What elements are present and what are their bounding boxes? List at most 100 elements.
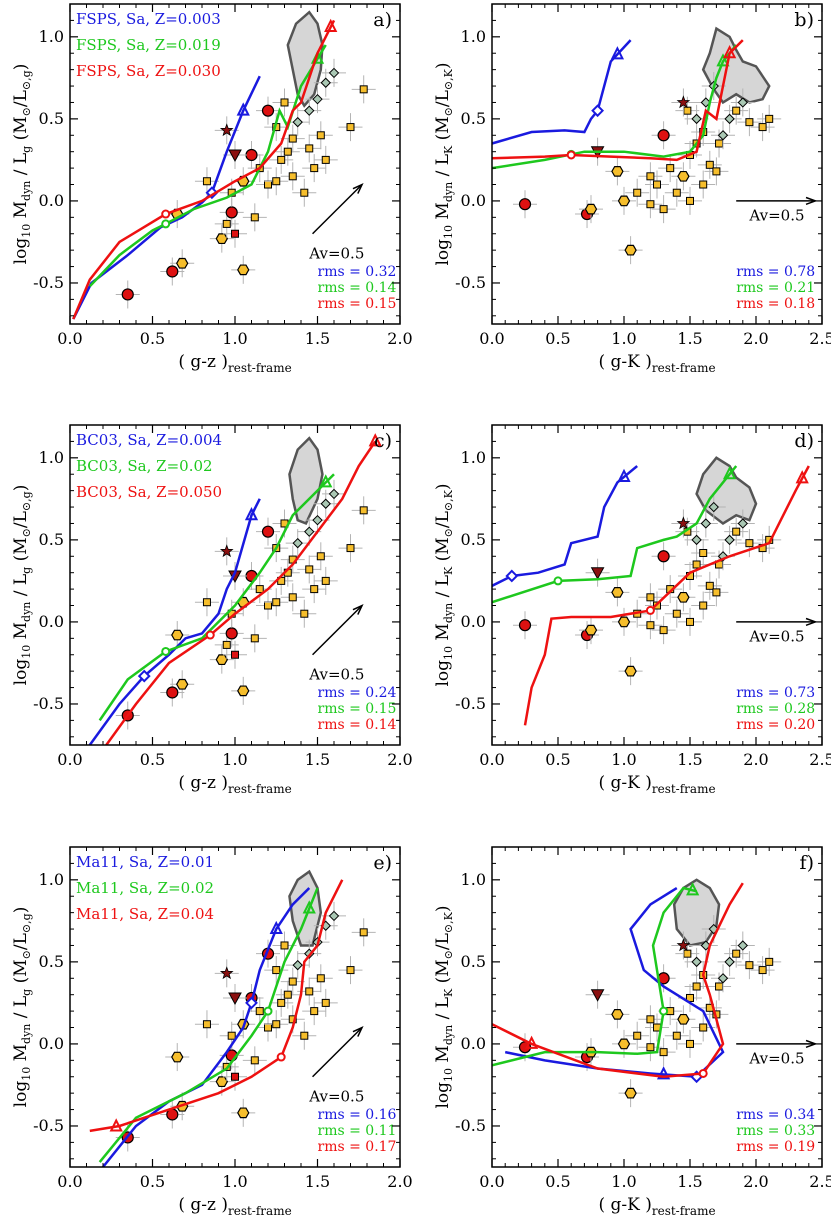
- y-tick-label: 0.5: [461, 109, 486, 128]
- y-axis-label-part: ): [11, 907, 31, 914]
- age-marker-green: [161, 646, 171, 656]
- x-axis-label-sub: rest-frame: [228, 782, 292, 796]
- y-axis-label-part: ⊙: [442, 107, 455, 116]
- galaxy-point-square: [765, 957, 774, 966]
- y-tick-label: 0.5: [461, 952, 486, 971]
- galaxy-point-diamond: [312, 514, 323, 526]
- galaxy-point-square: [758, 966, 767, 975]
- galaxy-point-square: [705, 160, 714, 169]
- galaxy-point-square: [321, 998, 330, 1007]
- x-axis-label: ( g-K )rest-frame: [598, 352, 715, 375]
- galaxy-point-square: [346, 966, 355, 975]
- y-axis-label-part: ): [11, 64, 31, 71]
- x-tick-label: 2.0: [387, 329, 412, 348]
- galaxy-point-star: [676, 95, 691, 109]
- galaxy-point-square: [305, 987, 314, 996]
- y-axis-label-part: M: [11, 622, 31, 645]
- galaxy-point-square: [222, 219, 231, 228]
- galaxy-point-square: [280, 98, 289, 107]
- x-axis-label-sub: rest-frame: [228, 361, 292, 375]
- galaxy-point-square: [699, 180, 708, 189]
- y-axis-label-part: ⊙,g: [20, 491, 33, 511]
- legend-entry: BC03, Sa, Z=0.02: [76, 457, 213, 475]
- y-axis-label-part: (M: [433, 959, 453, 988]
- plot-area: [492, 878, 782, 1108]
- model-track-green: [98, 887, 319, 1163]
- y-axis-label-part: 10: [20, 224, 33, 238]
- galaxy-point-diamond: [320, 498, 331, 509]
- plot-area: [89, 869, 376, 1167]
- age-marker-red: [566, 150, 576, 160]
- model-track-blue: [492, 465, 638, 587]
- galaxy-point-hexagon: [237, 264, 250, 276]
- model-track-red: [89, 879, 344, 1133]
- galaxy-point-hexagon: [215, 654, 228, 666]
- y-axis-label-part: / L: [433, 997, 453, 1025]
- y-axis-label-part: ⊙,K: [442, 489, 455, 511]
- galaxy-point-circle: [225, 627, 238, 640]
- galaxy-point-square: [202, 1020, 211, 1029]
- galaxy-point-hexagon: [617, 195, 631, 207]
- rms-value: rms = 0.78: [736, 264, 815, 280]
- y-tick-label: 0.5: [39, 109, 64, 128]
- galaxy-point-diamond: [700, 518, 712, 529]
- panel-label: a): [373, 9, 392, 31]
- x-axis-label: ( g-z )rest-frame: [178, 773, 291, 796]
- x-tick-label: 0.0: [479, 1172, 504, 1191]
- galaxy-point-square: [732, 106, 741, 115]
- model-track-red: [523, 465, 810, 726]
- y-tick-label: 0.0: [39, 1034, 64, 1053]
- galaxy-point-square: [699, 1023, 708, 1032]
- galaxy-point-square: [765, 114, 774, 123]
- y-axis-label-part: ⊙: [20, 528, 33, 537]
- galaxy-point-triangle: [228, 992, 242, 1006]
- galaxy-point-square: [346, 123, 355, 132]
- y-axis-label-part: / L: [433, 575, 453, 603]
- panel-label: b): [794, 9, 814, 31]
- galaxy-point-square: [272, 177, 281, 186]
- x-tick-label: 0.5: [140, 329, 165, 348]
- y-axis-label-part: / L: [11, 996, 31, 1024]
- y-axis-label-part: 10: [442, 646, 455, 660]
- x-tick-label: 0.5: [545, 329, 570, 348]
- galaxy-point-hexagon: [617, 616, 631, 628]
- galaxy-point-diamond: [724, 113, 735, 125]
- galaxy-point-hexagon: [611, 1009, 624, 1020]
- y-axis-label-part: M: [433, 1045, 453, 1068]
- galaxy-point-circle: [166, 265, 179, 278]
- galaxy-point-square: [202, 598, 211, 607]
- galaxy-point-hexagon: [611, 587, 624, 598]
- rms-value: rms = 0.15: [318, 296, 397, 312]
- galaxy-point-hexagon: [171, 1051, 184, 1063]
- y-tick-label: 1.0: [461, 27, 486, 46]
- y-axis-label-part: (M: [433, 537, 453, 566]
- galaxy-point-diamond: [737, 940, 749, 951]
- extinction-vector: [312, 183, 363, 235]
- y-axis-label-part: ⊙: [20, 950, 33, 959]
- galaxy-point-triangle: [590, 989, 605, 1002]
- age-arrow-red: [324, 18, 338, 32]
- y-axis-label-part: /L: [11, 90, 31, 107]
- galaxy-point-hexagon: [611, 166, 624, 177]
- y-tick-label: -0.5: [455, 1116, 486, 1135]
- x-axis-label-sub: rest-frame: [652, 361, 716, 375]
- galaxy-point-square: [305, 144, 314, 153]
- model-track-green: [492, 465, 738, 604]
- galaxy-point-square: [227, 1031, 236, 1040]
- x-tick-label: 1.0: [611, 750, 636, 769]
- galaxy-region: [288, 869, 323, 947]
- age-arrow-red: [795, 470, 809, 484]
- x-tick-label: 2.5: [809, 1172, 831, 1191]
- galaxy-point-diamond: [292, 537, 303, 549]
- model-track-green: [98, 473, 335, 722]
- galaxy-point-square: [715, 982, 724, 991]
- age-arrow-green: [302, 900, 316, 914]
- y-axis-label-part: g: [20, 567, 33, 574]
- legend-entry: Ma11, Sa, Z=0.02: [76, 879, 214, 897]
- galaxy-point-square: [659, 1048, 668, 1057]
- y-tick-label: 0.0: [461, 191, 486, 210]
- age-arrow-green: [722, 465, 737, 480]
- galaxy-point-circle: [225, 206, 238, 219]
- y-tick-label: -0.5: [455, 694, 486, 713]
